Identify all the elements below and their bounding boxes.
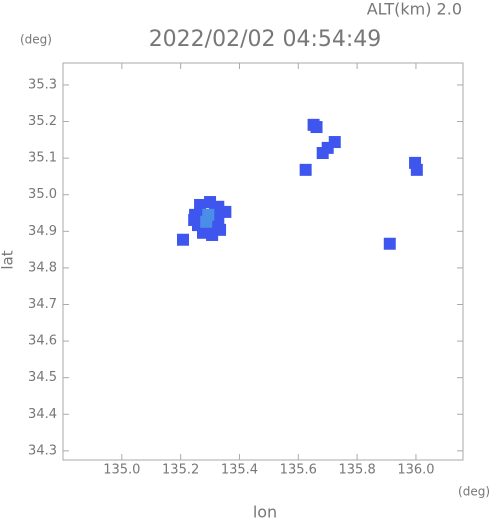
y-tick-label: 34.9	[28, 224, 57, 239]
echo-point	[219, 205, 232, 218]
x-tick-label: 135.4	[221, 463, 258, 478]
chart-title: 2022/02/02 04:54:49	[149, 27, 382, 52]
echo-point	[383, 237, 396, 250]
x-tick-label: 135.6	[280, 463, 317, 478]
echo-point	[200, 215, 213, 228]
altitude-label: ALT(km) 2.0	[367, 0, 462, 19]
y-tick-label: 34.4	[28, 407, 57, 422]
x-tick-label: 135.8	[339, 463, 376, 478]
echo-point	[177, 233, 189, 246]
y-unit: (deg)	[20, 33, 52, 47]
x-axis-label: lon	[253, 503, 277, 521]
echo-point	[299, 163, 312, 176]
echo-point	[188, 213, 201, 226]
echo-point	[194, 198, 207, 211]
y-tick-label: 34.8	[28, 260, 57, 275]
y-tick-label: 34.6	[28, 334, 57, 349]
x-tick-label: 136.0	[397, 463, 434, 478]
echo-point	[310, 121, 323, 134]
plot-frame	[62, 62, 464, 461]
y-tick-label: 35.3	[28, 77, 57, 92]
x-tick-label: 135.2	[162, 463, 199, 478]
y-tick-label: 35.0	[28, 187, 57, 202]
echo-point	[197, 226, 209, 239]
echo-point	[214, 223, 227, 236]
y-tick-label: 35.2	[28, 114, 57, 129]
y-tick-label: 35.1	[28, 151, 57, 166]
y-tick-label: 34.3	[28, 443, 57, 458]
y-tick-label: 34.5	[28, 370, 57, 385]
echo-point	[410, 163, 423, 176]
y-tick-label: 34.7	[28, 297, 57, 312]
y-axis-label: lat	[0, 250, 17, 269]
x-tick-label: 135.0	[103, 463, 140, 478]
x-unit: (deg)	[458, 485, 490, 499]
echo-point	[316, 147, 329, 160]
